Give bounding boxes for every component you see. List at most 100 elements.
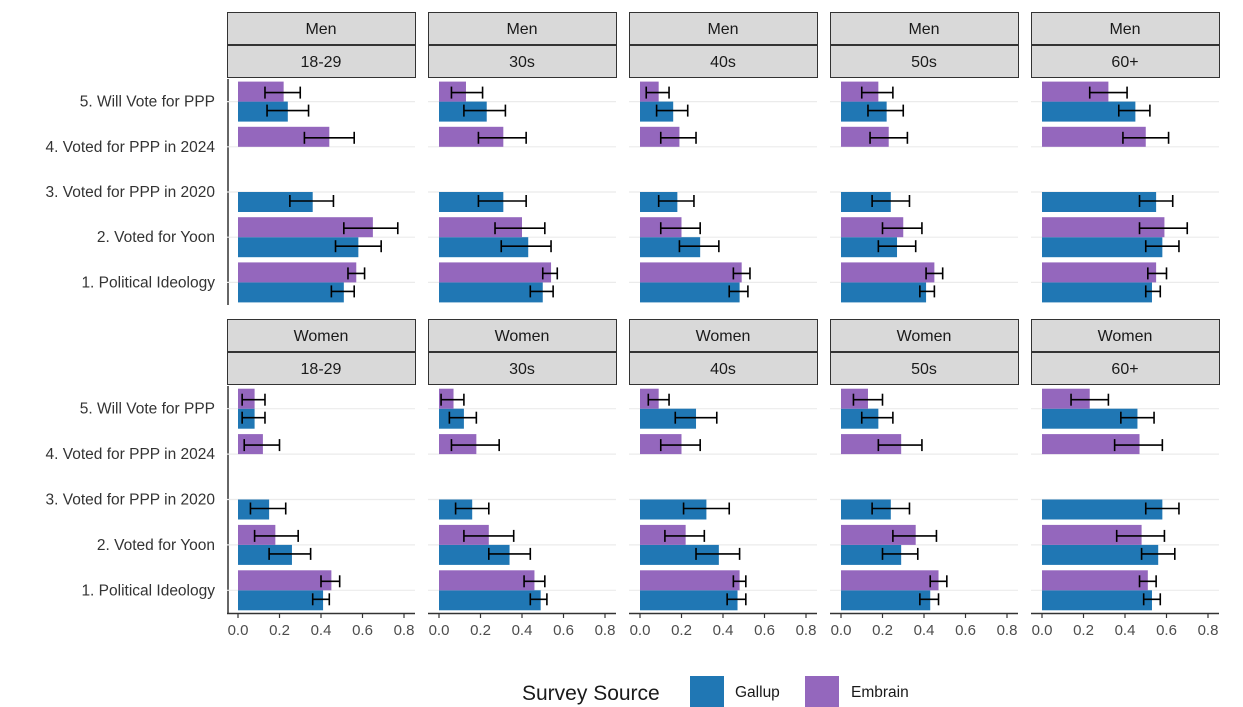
x-tick-label: 0.2 [872,622,893,639]
bar-embrain [238,524,276,545]
x-tick-label: 0.4 [512,622,533,639]
bar-embrain [1042,81,1109,102]
strip-row [830,12,1019,45]
panel-men-30s: Men 30s [428,12,617,303]
legend-key-embrain [805,676,839,707]
bar-gallup [841,282,927,303]
bar-gallup [439,544,510,565]
bar-gallup [1042,192,1157,212]
x-tick-label: 0.0 [429,622,450,639]
bar-gallup [238,192,313,212]
strip-col [227,45,416,78]
strip-col [428,352,617,385]
bar-gallup [1042,544,1159,565]
bar-embrain [238,434,263,455]
x-tick-label: 0.6 [352,622,373,639]
strip-label-row: Men [506,21,537,38]
bar-gallup [841,499,891,520]
panel-women-40s: Women 40s 0.0 0.2 0.4 0.6 0.8 [629,319,818,639]
strip-label-row: Women [294,328,349,345]
x-tick-label: 0.2 [671,622,692,639]
bar-embrain [640,388,659,409]
y-tick-label-men-3: 3. Voted for PPP in 2020 [46,184,216,201]
x-tick-label: 0.6 [553,622,574,639]
bar-embrain [1042,126,1146,147]
strip-label-col: 18-29 [301,54,342,71]
bar-gallup [439,101,487,122]
bar-gallup [841,237,898,258]
bar-embrain [841,570,939,591]
bar-embrain [238,81,284,102]
bar-embrain [1042,570,1148,591]
panel-women-60: Women 60+ 0.0 0.2 0.4 0.6 0.8 [1031,319,1220,639]
strip-label-row: Men [908,21,939,38]
strip-label-row: Men [305,21,336,38]
bar-embrain [1042,262,1157,283]
bar-gallup [238,590,324,611]
strip-label-row: Women [897,328,952,345]
x-tick-label: 0.2 [1073,622,1094,639]
strip-label-col: 50s [911,361,937,378]
bar-gallup [841,192,891,212]
bar-embrain [640,570,740,591]
legend-label-embrain: Embrain [851,684,909,701]
strip-label-row: Women [1098,328,1153,345]
strip-row [629,319,818,352]
strip-label-col: 30s [509,361,535,378]
x-tick-label: 0.6 [955,622,976,639]
bar-gallup [841,544,902,565]
bar-embrain [439,388,454,409]
bar-gallup [439,590,541,611]
bar-embrain [238,570,332,591]
bar-gallup [238,101,288,122]
bar-embrain [439,262,552,283]
bar-embrain [841,262,935,283]
x-tick-label: 0.8 [997,622,1018,639]
chart-panels: 5. Will Vote for PPP 4. Voted for PPP in … [46,12,1220,639]
bar-embrain [1042,217,1165,238]
legend-title: Survey Source [522,682,660,705]
x-tick-label: 0.0 [1032,622,1053,639]
strip-row [227,12,416,45]
strip-row [428,319,617,352]
x-tick-label: 0.2 [269,622,290,639]
strip-row [1031,12,1220,45]
x-tick-label: 0.0 [228,622,249,639]
legend-label-gallup: Gallup [735,684,780,701]
bar-gallup [238,282,344,303]
bar-gallup [1042,282,1152,303]
bar-embrain [841,388,868,409]
bar-gallup [841,101,887,122]
strip-row [830,319,1019,352]
y-tick-label-men-5: 1. Political Ideology [81,274,215,291]
bar-embrain [238,262,357,283]
panel-men-18-29: Men 18-29 [227,12,416,303]
strip-label-col: 50s [911,54,937,71]
bar-gallup [640,590,738,611]
bar-embrain [841,524,916,545]
x-tick-label: 0.6 [1156,622,1177,639]
bar-gallup [439,237,529,258]
strip-col [1031,352,1220,385]
bar-embrain [841,434,902,455]
strip-label-row: Women [696,328,751,345]
strip-col [227,352,416,385]
bar-gallup [841,408,879,429]
x-tick-label: 0.4 [1115,622,1136,639]
strip-label-row: Women [495,328,550,345]
bar-embrain [640,262,742,283]
bar-gallup [640,499,707,520]
y-tick-label-men-2: 4. Voted for PPP in 2024 [46,139,216,156]
bar-embrain [841,126,889,147]
y-tick-label-women-5: 1. Political Ideology [81,582,215,599]
bar-embrain [1042,524,1142,545]
bar-embrain [439,81,466,102]
panel-men-60: Men 60+ [1031,12,1220,303]
strip-col [830,352,1019,385]
bar-gallup [1042,237,1163,258]
bar-gallup [238,499,270,520]
bar-gallup [640,282,740,303]
strip-label-col: 60+ [1111,54,1138,71]
panel-women-50s: Women 50s 0.0 0.2 0.4 0.6 0.8 [830,319,1019,639]
strip-col [428,45,617,78]
